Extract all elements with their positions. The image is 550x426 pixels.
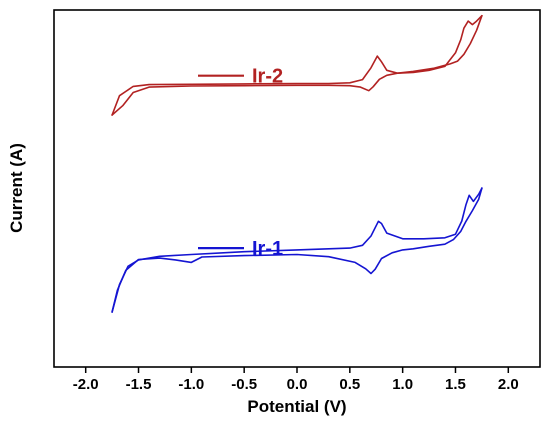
x-tick-label: 0.0	[287, 376, 308, 393]
plot-frame	[53, 9, 541, 368]
series-ir-2	[111, 14, 483, 116]
x-tick-label: -1.5	[126, 376, 152, 393]
x-axis-tick-labels: -2.0 -1.5 -1.0 -0.5 0.0 0.5 1.0 1.5 2.0	[73, 376, 519, 393]
x-tick-label: -2.0	[73, 376, 99, 393]
series-ir-1	[111, 187, 483, 313]
x-tick-label: 1.0	[392, 376, 413, 393]
x-axis-title: Potential (V)	[247, 397, 346, 416]
y-axis-title: Current (A)	[7, 143, 26, 233]
legend-label-ir-1: Ir-1	[252, 238, 283, 260]
legend-label-ir-2: Ir-2	[252, 66, 283, 88]
cv-curves	[111, 14, 483, 313]
series-ir-2-forward-scan	[111, 14, 483, 116]
legend: Ir-2 Ir-1	[198, 66, 283, 260]
x-tick-label: 1.5	[445, 376, 466, 393]
series-ir-2-reverse-scan	[111, 14, 483, 116]
x-axis-ticks	[84, 367, 510, 373]
series-ir-1-reverse-scan	[111, 187, 483, 313]
x-tick-label: 2.0	[498, 376, 519, 393]
series-ir-1-forward-scan	[111, 187, 483, 313]
x-tick-label: -0.5	[231, 376, 257, 393]
x-tick-label: -1.0	[178, 376, 204, 393]
x-tick-label: 0.5	[339, 376, 360, 393]
